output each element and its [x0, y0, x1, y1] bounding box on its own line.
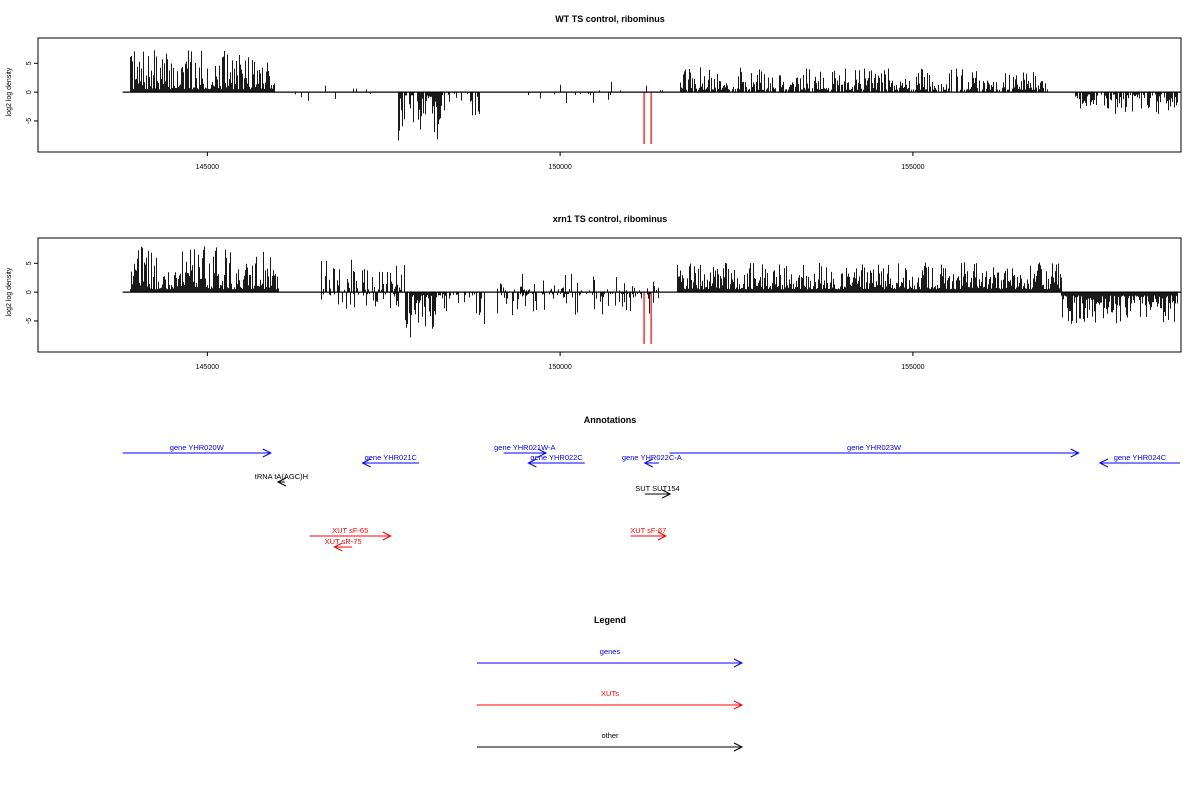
legend-label: other	[601, 731, 619, 740]
annotation-label: gene YHR022C	[530, 453, 583, 462]
annotation-label: XUT sR-75	[325, 537, 362, 546]
x-tick-label: 150000	[548, 364, 571, 371]
legend: Legend genes XUTs other	[477, 615, 744, 752]
annotation-arrowhead	[537, 448, 548, 458]
y-tick-label: 0	[26, 290, 33, 294]
legend-arrowhead	[733, 742, 744, 752]
annotation-label: gene YHR021C	[365, 453, 418, 462]
wt-coverage-panel: WT TS control, ribominus log2 log densit…	[6, 14, 1182, 171]
annotation-arrowhead	[276, 477, 287, 487]
annotation-arrowhead	[1098, 458, 1109, 468]
annotation-label: gene YHR021W-A	[494, 443, 555, 452]
annotation-label: tRNA tA(AGC)H	[255, 472, 308, 481]
annotation-arrowhead	[262, 448, 272, 458]
annotations-title: Annotations	[584, 415, 637, 425]
annotation-arrowhead	[643, 458, 654, 468]
xrn1-panel-title: xrn1 TS control, ribominus	[553, 214, 668, 224]
annotation-label: XUT sF-65	[332, 526, 368, 535]
annotation-arrowhead	[333, 542, 343, 552]
annotation-arrowhead	[527, 458, 537, 468]
y-tick-label: 5	[26, 61, 33, 65]
legend-label: XUTs	[601, 689, 619, 698]
wt-coverage-bars	[122, 50, 1181, 144]
x-tick-label: 155000	[901, 164, 924, 171]
xrn1-axes: -5 0 5 145000 150000 155000	[26, 261, 925, 371]
annotation-arrowhead	[1070, 448, 1080, 458]
annotation-arrowhead	[361, 458, 371, 468]
annotation-label: gene YHR023W	[847, 443, 902, 452]
legend-arrowhead	[733, 700, 744, 710]
xrn1-coverage-panel: xrn1 TS control, ribominus log2 log dens…	[6, 214, 1182, 371]
annotation-arrowhead	[382, 531, 392, 541]
annotations-panel: Annotations gene YHR020W gene YHR021C gene…	[122, 415, 1180, 552]
x-tick-label: 150000	[548, 164, 571, 171]
annotation-arrowhead	[661, 489, 672, 499]
annotation-arrowhead	[657, 531, 668, 541]
x-tick-label: 145000	[196, 364, 219, 371]
y-tick-label: -5	[26, 118, 33, 124]
y-tick-label: 5	[26, 261, 33, 265]
wt-panel-title: WT TS control, ribominus	[555, 14, 665, 24]
legend-arrowhead	[733, 658, 744, 668]
x-tick-label: 155000	[901, 364, 924, 371]
legend-title: Legend	[594, 615, 626, 625]
annotation-label: XUT sF-67	[630, 526, 666, 535]
annotation-label: gene YHR020W	[170, 443, 225, 452]
y-tick-label: 0	[26, 90, 33, 94]
annotation-label: gene YHR022C-A	[622, 453, 682, 462]
xrn1-plot-frame	[37, 237, 1182, 353]
annotation-label: gene YHR024C	[1114, 453, 1167, 462]
wt-axes: -5 0 5 145000 150000 155000	[26, 61, 925, 171]
legend-label: genes	[600, 647, 621, 656]
wt-plot-frame	[37, 37, 1182, 153]
wt-y-axis-label: log2 log density	[6, 67, 13, 116]
xrn1-coverage-bars	[122, 246, 1181, 344]
annotation-label: SUT SUT154	[635, 484, 679, 493]
xrn1-y-axis-label: log2 log density	[6, 267, 13, 316]
legend-items: genes XUTs other	[477, 647, 744, 752]
y-tick-label: -5	[26, 318, 33, 324]
x-tick-label: 145000	[196, 164, 219, 171]
